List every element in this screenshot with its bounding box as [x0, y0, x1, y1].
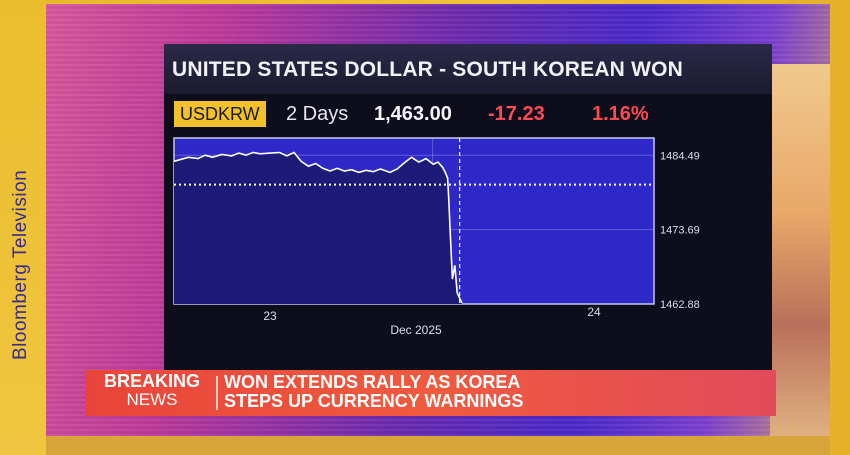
series-area: [174, 152, 462, 304]
headline-line-1: WON EXTENDS RALLY AS KOREA: [224, 372, 521, 392]
headline-line-2: STEPS UP CURRENCY WARNINGS: [224, 391, 524, 411]
tv-screen: UNITED STATES DOLLAR - SOUTH KOREAN WON …: [46, 4, 830, 436]
brand-logo-text: Bloomberg Television: [10, 169, 31, 360]
breaking-news-bar: [86, 370, 776, 416]
y-tick-label-2: 1462.88: [660, 299, 700, 311]
y-axis-ticks: 1484.49 1473.69 1462.88: [660, 150, 700, 311]
chart-panel: UNITED STATES DOLLAR - SOUTH KOREAN WON …: [164, 44, 772, 374]
ticker-badge: USDKRW: [174, 101, 266, 127]
x-axis-ticks: 23 24: [263, 305, 601, 323]
period-label: 2 Days: [286, 103, 349, 125]
change-percent: 1.16%: [592, 103, 649, 125]
change-value: -17.23: [488, 103, 545, 125]
breaking-news-label: BREAKING NEWS: [96, 372, 208, 409]
brand-strip: Bloomberg Television: [0, 0, 46, 455]
title-bar: UNITED STATES DOLLAR - SOUTH KOREAN WON: [164, 44, 772, 94]
y-tick-label-0: 1484.49: [660, 150, 700, 162]
headline: WON EXTENDS RALLY AS KOREA STEPS UP CURR…: [224, 373, 523, 411]
breaking-label-top: BREAKING: [103, 371, 200, 391]
ticker-divider: [216, 376, 218, 410]
x-tick-label-0: 23: [263, 309, 277, 323]
x-tick-label-1: 24: [587, 305, 601, 319]
y-tick-label-1: 1473.69: [660, 225, 700, 237]
price-value: 1,463.00: [374, 103, 452, 125]
background-scene: [770, 64, 830, 436]
series-line: [173, 151, 463, 304]
frame-bottom: [46, 436, 830, 455]
price-chart: 1484.49 1473.69 1462.88 23 24 Dec 2025: [173, 137, 700, 337]
page-title: UNITED STATES DOLLAR - SOUTH KOREAN WON: [172, 58, 684, 81]
breaking-label-bottom: NEWS: [126, 390, 178, 409]
x-axis-label: Dec 2025: [390, 323, 442, 337]
